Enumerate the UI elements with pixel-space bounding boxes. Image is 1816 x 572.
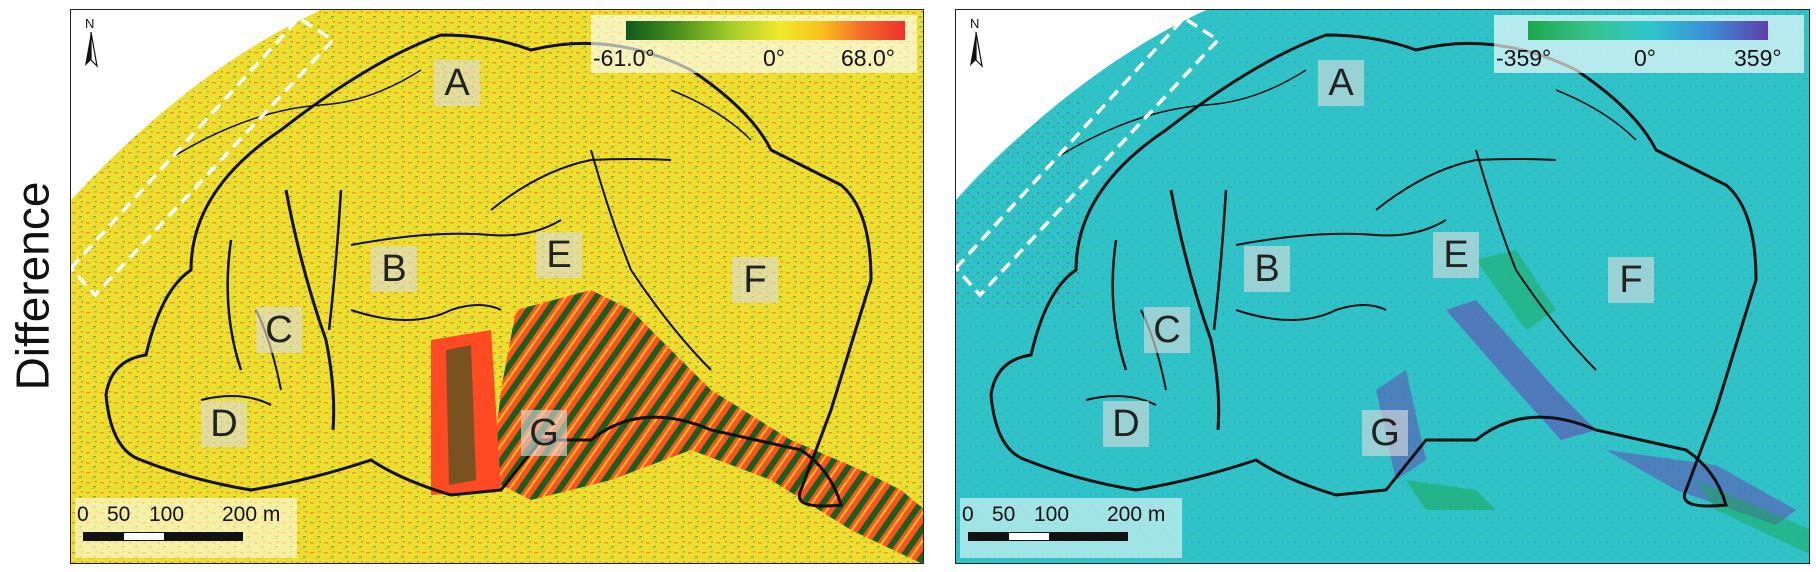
scale-tick-0: 0 — [962, 503, 974, 526]
north-arrow-icon: N — [962, 16, 992, 76]
region-label-b: B — [371, 246, 417, 292]
scale-tick-50: 50 — [107, 503, 131, 526]
colorbar-negative — [1528, 21, 1648, 40]
colorbar-positive — [1648, 21, 1768, 40]
scale-bar-graphic — [83, 532, 243, 541]
region-label-e: E — [1433, 232, 1479, 278]
region-label-g: G — [1362, 410, 1408, 456]
scale-bar: 0 50 100 200 m — [960, 498, 1182, 558]
north-letter: N — [970, 16, 980, 31]
colorbar-negative — [626, 21, 780, 40]
region-label-b: B — [1244, 246, 1290, 292]
region-label-g: G — [521, 410, 567, 456]
left-colorbar-legend: -61.0° 0° 68.0° — [591, 15, 917, 73]
region-label-f: F — [732, 257, 778, 303]
region-label-a: A — [434, 60, 480, 106]
right-map-panel: N -359° 0° 359° A B C D E F G 0 50 100 2… — [955, 9, 1810, 564]
colorbar-positive — [780, 21, 905, 40]
region-label-c: C — [1144, 307, 1190, 353]
scale-tick-0: 0 — [77, 503, 89, 526]
region-label-a: A — [1318, 60, 1364, 106]
legend-max: 359° — [1734, 45, 1782, 71]
left-map-image — [71, 10, 923, 563]
legend-mid: 0° — [763, 45, 785, 71]
region-label-e: E — [536, 232, 582, 278]
scale-tick-200: 200 m — [1107, 503, 1166, 526]
row-label: Difference — [0, 0, 64, 572]
scale-tick-50: 50 — [992, 503, 1016, 526]
scale-bar-graphic — [968, 532, 1128, 541]
region-label-d: D — [1103, 401, 1149, 447]
scale-tick-100: 100 — [149, 503, 185, 526]
north-arrow-icon: N — [77, 16, 107, 76]
row-label-text: Difference — [6, 181, 59, 391]
right-colorbar-legend: -359° 0° 359° — [1494, 15, 1804, 73]
right-map-image — [956, 10, 1809, 563]
legend-mid: 0° — [1634, 45, 1656, 71]
legend-min: -359° — [1496, 45, 1552, 71]
scale-tick-200: 200 m — [222, 503, 281, 526]
legend-max: 68.0° — [841, 45, 895, 71]
legend-min: -61.0° — [593, 45, 655, 71]
region-label-c: C — [256, 307, 302, 353]
scale-tick-100: 100 — [1034, 503, 1070, 526]
north-letter: N — [85, 16, 95, 31]
left-map-panel: N -61.0° 0° 68.0° A B C D E F G 0 50 100… — [70, 9, 924, 564]
region-label-d: D — [201, 401, 247, 447]
scale-bar: 0 50 100 200 m — [75, 498, 297, 558]
region-label-f: F — [1608, 257, 1654, 303]
